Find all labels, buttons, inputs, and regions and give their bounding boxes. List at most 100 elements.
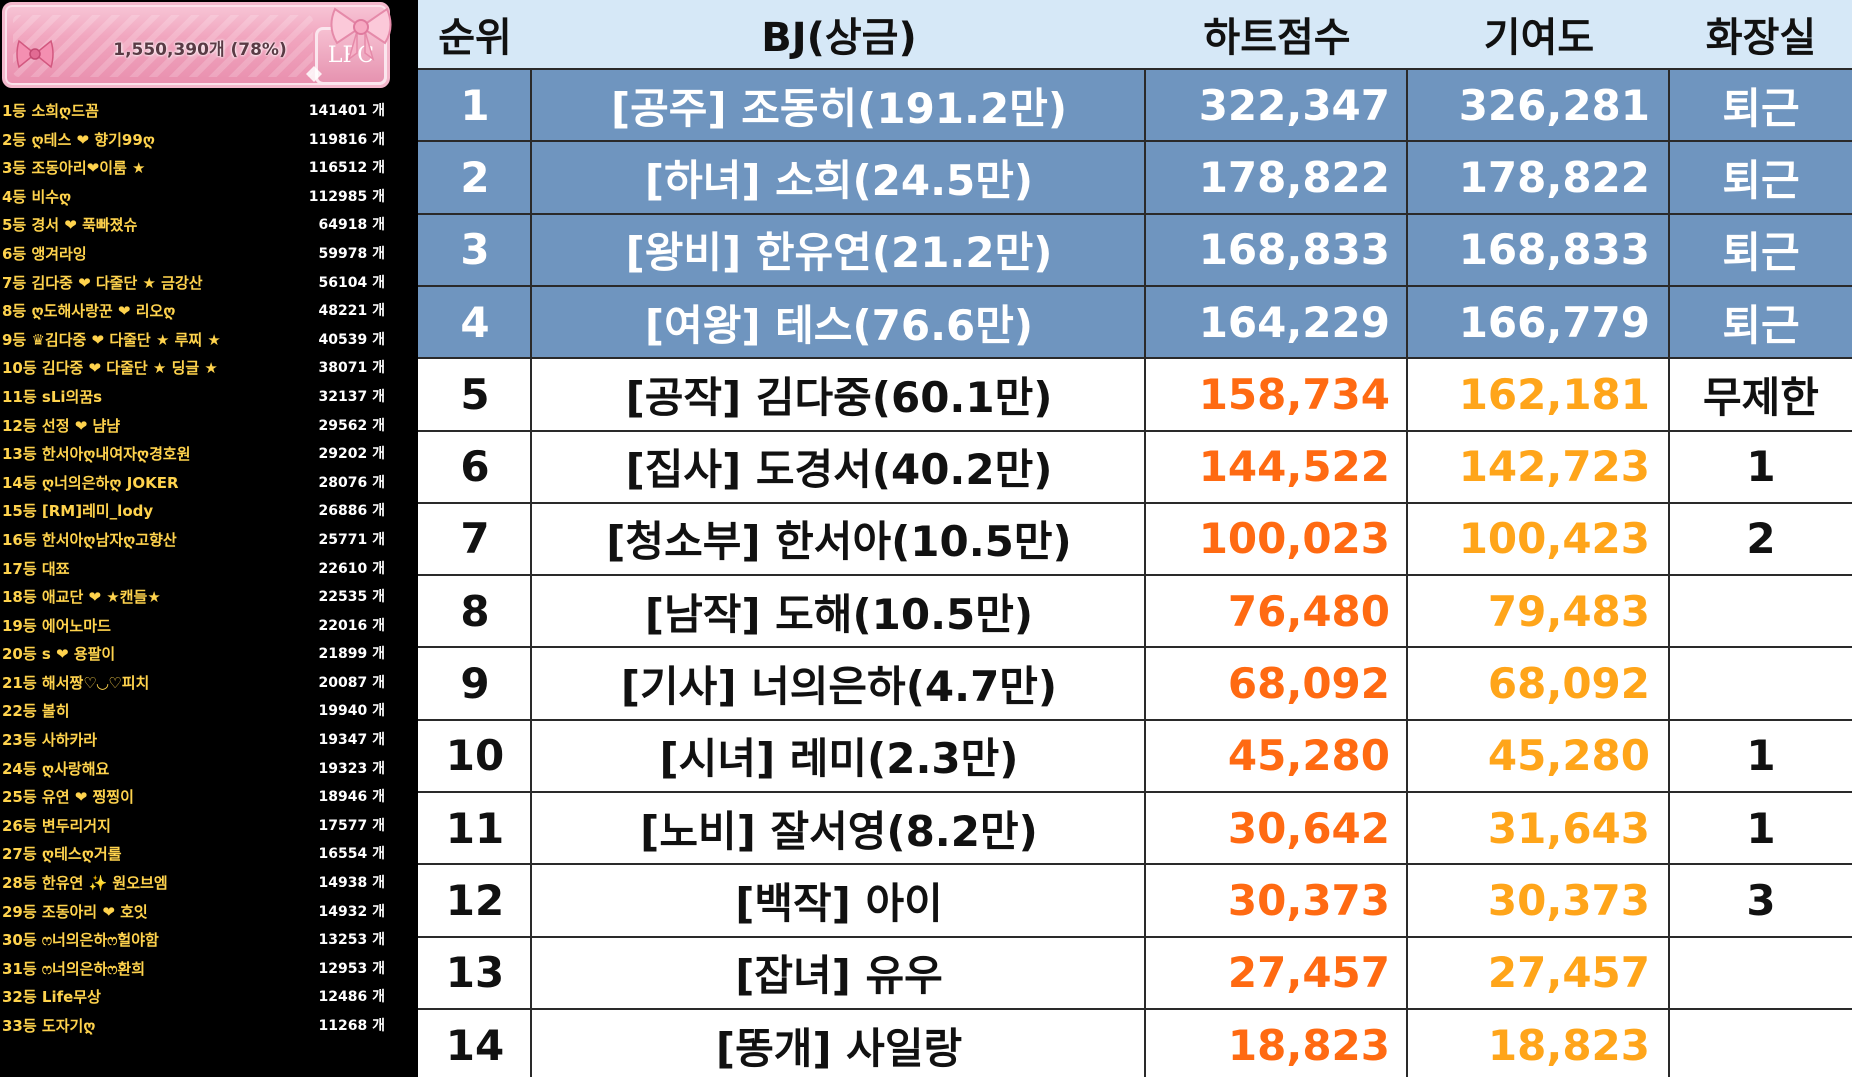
donor-name: 10등 김다중 ❤ 다줄단 ★ 딩글 ★ [2, 359, 218, 378]
bj-cell: [공주] 조동히(191.2만) [610, 83, 1068, 133]
donor-count: 40539 개 [318, 331, 385, 348]
list-item: 19등 에어노마드 22016 개 [0, 610, 395, 639]
donor-name: 4등 비수ღ [2, 187, 72, 206]
list-item: 4등 비수ღ 112985 개 [0, 181, 395, 210]
column-divider [1406, 68, 1408, 1077]
rank-cell: 9 [460, 659, 490, 709]
rank-cell: 7 [460, 514, 490, 564]
donor-count: 59978 개 [318, 245, 385, 262]
donor-count: 21899 개 [318, 646, 385, 663]
bj-cell: [하녀] 소희(24.5만) [644, 155, 1034, 205]
rank-cell: 14 [445, 1020, 505, 1070]
toilet-cell: 1 [1746, 442, 1776, 492]
banner-stripes [13, 15, 313, 77]
donor-name: 25등 유연 ❤ 찡찡이 [2, 788, 134, 807]
table-row: 7 [청소부] 한서아(10.5만) 100,023 100,423 2 [418, 501, 1852, 574]
header-contribution: 기여도 [1483, 15, 1595, 61]
table-row: 5 [공작] 김다중(60.1만) 158,734 162,181 무제한 [418, 357, 1852, 429]
table-row: 13 [잡녀] 유우 27,457 27,457 [418, 935, 1852, 1008]
toilet-cell: 무제한 [1703, 372, 1819, 422]
donor-count: 32137 개 [318, 388, 385, 405]
list-item: 24등 ღ사랑해요 19323 개 [0, 753, 395, 782]
contribution-cell: 31,643 [1487, 803, 1650, 853]
heart-score-cell: 68,092 [1227, 659, 1390, 709]
bj-ranking-table: 순위 BJ(상금) 하트점수 기여도 화장실 1 [공주] 조동히(191.2만)… [418, 0, 1852, 1077]
toilet-cell: 퇴근 [1722, 83, 1800, 133]
table-row: 4 [여왕] 테스(76.6만) 164,229 166,779 퇴근 [418, 284, 1852, 358]
bj-cell: [공작] 김다중(60.1만) [625, 372, 1053, 422]
heart-score-cell: 18,823 [1227, 1020, 1390, 1070]
list-item: 30등 ෆ너의은하ෆ헐야함 13253 개 [0, 924, 395, 953]
heart-score-cell: 27,457 [1227, 948, 1390, 998]
bow-icon [16, 39, 54, 69]
bj-cell: [여왕] 테스(76.6만) [644, 300, 1034, 350]
donor-ranking-list: 1등 소희ღ드꼼 141401 개 2등 ღ테스 ❤ 향기99ღ 119816 개 3등… [0, 95, 395, 1039]
donor-count: 116512 개 [308, 160, 385, 177]
list-item: 3등 조동아리❤이룸 ★ 116512 개 [0, 152, 395, 181]
contribution-cell: 27,457 [1487, 948, 1650, 998]
contribution-cell: 30,373 [1487, 875, 1650, 925]
table-row: 1 [공주] 조동히(191.2만) 322,347 326,281 퇴근 [418, 68, 1852, 141]
donor-name: 30등 ෆ너의은하ෆ헐야함 [2, 931, 159, 950]
table-row: 14 [똥개] 사일랑 18,823 18,823 [418, 1007, 1852, 1077]
donor-name: 24등 ღ사랑해요 [2, 759, 110, 778]
bj-cell: [똥개] 사일랑 [715, 1023, 963, 1073]
contribution-cell: 100,423 [1458, 514, 1650, 564]
list-item: 11등 sLi의꿈s 32137 개 [0, 381, 395, 410]
bj-cell: [노비] 잘서영(8.2만) [640, 806, 1038, 856]
toilet-cell [1670, 648, 1852, 718]
rank-cell: 8 [460, 586, 490, 636]
list-item: 2등 ღ테스 ❤ 향기99ღ 119816 개 [0, 124, 395, 153]
toilet-cell [1670, 1010, 1852, 1077]
donor-name: 26등 변두리거지 [2, 816, 111, 835]
donor-name: 18등 애교단 ❤ ★캔들★ [2, 588, 161, 607]
list-item: 21등 해서짱♡◡♡피치 20087 개 [0, 667, 395, 696]
heart-score-cell: 30,373 [1227, 875, 1390, 925]
list-item: 12등 선정 ❤ 냠냠 29562 개 [0, 410, 395, 439]
donor-count: 18946 개 [318, 789, 385, 806]
contribution-cell: 68,092 [1487, 659, 1650, 709]
donor-count: 14932 개 [318, 903, 385, 920]
donor-name: 32등 Life무상 [2, 988, 101, 1007]
table-row: 11 [노비] 잘서영(8.2만) 30,642 31,643 1 [418, 791, 1852, 863]
table-row: 6 [집사] 도경서(40.2만) 144,522 142,723 1 [418, 429, 1852, 502]
table-row: 9 [기사] 너의은하(4.7만) 68,092 68,092 [418, 646, 1852, 718]
list-item: 33등 도자기ღ 11268 개 [0, 1010, 395, 1039]
rank-cell: 5 [460, 369, 490, 419]
heart-score-cell: 76,480 [1227, 586, 1390, 636]
contribution-cell: 18,823 [1487, 1020, 1650, 1070]
donor-count: 22535 개 [318, 589, 385, 606]
column-divider [1144, 68, 1146, 1077]
rank-cell: 13 [445, 948, 505, 998]
donor-name: 28등 한유연 ✨ 원오브엠 [2, 874, 168, 893]
contribution-cell: 178,822 [1458, 152, 1650, 202]
list-item: 29등 조동아리 ❤ 호잇 14932 개 [0, 896, 395, 925]
donor-name: 16등 한서아ღ남자ღ고향산 [2, 530, 177, 549]
donor-name: 21등 해서짱♡◡♡피치 [2, 673, 150, 692]
heart-score-cell: 144,522 [1198, 442, 1390, 492]
heart-score-cell: 164,229 [1198, 297, 1390, 347]
bj-cell: [청소부] 한서아(10.5만) [606, 517, 1072, 567]
toilet-cell [1670, 938, 1852, 1008]
bj-cell: [시녀] 레미(2.3만) [659, 734, 1019, 784]
donor-count: 29562 개 [318, 417, 385, 434]
donor-name: 11등 sLi의꿈s [2, 387, 103, 406]
donor-name: 19등 에어노마드 [2, 616, 111, 635]
diamond-icon [306, 66, 322, 82]
donor-count: 141401 개 [308, 103, 385, 119]
heart-score-cell: 322,347 [1198, 80, 1390, 130]
donor-count: 22610 개 [318, 560, 385, 577]
table-row: 2 [하녀] 소희(24.5만) 178,822 178,822 퇴근 [418, 140, 1852, 213]
donor-count: 28076 개 [318, 474, 385, 491]
donor-name: 33등 도자기ღ [2, 1017, 96, 1035]
rank-cell: 4 [460, 297, 490, 347]
table-row: 10 [시녀] 레미(2.3만) 45,280 45,280 1 [418, 718, 1852, 791]
donor-name: 27등 ღ테스ღ거룰 [2, 845, 122, 864]
donor-count: 29202 개 [318, 446, 385, 463]
list-item: 14등 ღ너의은하ღ JOKER 28076 개 [0, 467, 395, 496]
donor-count: 26886 개 [318, 503, 385, 520]
donor-count: 48221 개 [318, 303, 385, 320]
bj-cell: [집사] 도경서(40.2만) [625, 445, 1053, 495]
list-item: 15등 [RM]레미_lody 26886 개 [0, 495, 395, 524]
donor-count: 56104 개 [318, 274, 385, 291]
